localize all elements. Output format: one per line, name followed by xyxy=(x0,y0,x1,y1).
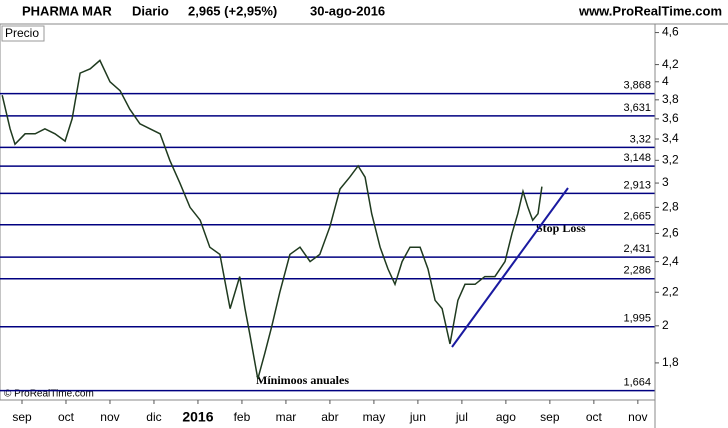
y-tick-label: 3,2 xyxy=(662,153,679,167)
source: www.ProRealTime.com xyxy=(578,3,722,18)
level-label: 2,286 xyxy=(623,265,651,277)
y-tick-label: 2 xyxy=(662,318,669,332)
level-label: 2,913 xyxy=(623,179,651,191)
level-label: 3,32 xyxy=(630,133,651,145)
level-label: 3,148 xyxy=(623,152,651,164)
level-label: 1,995 xyxy=(623,313,651,325)
y-tick-label: 3,6 xyxy=(662,111,679,125)
x-tick-label: jul xyxy=(455,410,468,424)
x-tick-label: abr xyxy=(321,410,338,424)
y-tick-label: 1,8 xyxy=(662,355,679,369)
chart-title: PHARMA MAR xyxy=(22,3,112,18)
price-line xyxy=(1,59,543,380)
copyright: © ProRealTime.com xyxy=(4,389,94,400)
x-tick-label: nov xyxy=(628,410,647,424)
y-tick-label: 2,6 xyxy=(662,226,679,240)
annotation: Mínimoos anuales xyxy=(256,373,349,387)
level-label: 2,431 xyxy=(623,243,651,255)
y-tick-label: 3,8 xyxy=(662,92,679,106)
level-label: 2,665 xyxy=(623,211,651,223)
period: Diario xyxy=(132,3,169,18)
y-tick-label: 3,4 xyxy=(662,131,679,145)
level-label: 3,868 xyxy=(623,79,651,91)
y-tick-label: 4 xyxy=(662,74,669,88)
level-label: 3,631 xyxy=(623,102,651,114)
x-tick-label: oct xyxy=(58,410,75,424)
x-tick-label: jun xyxy=(409,410,426,424)
x-tick-label: mar xyxy=(276,410,297,424)
y-tick-label: 2,2 xyxy=(662,284,679,298)
x-tick-label: sep xyxy=(12,410,32,424)
x-tick-label: ago xyxy=(496,410,516,424)
x-tick-label: feb xyxy=(234,410,251,424)
y-tick-label: 4,2 xyxy=(662,57,679,71)
x-tick-label: may xyxy=(363,410,386,424)
last-price: 2,965 (+2,95%) xyxy=(188,3,277,18)
panel-label-box xyxy=(1,25,45,42)
trend-line xyxy=(451,187,569,348)
panel-label: Precio xyxy=(5,26,39,40)
y-tick-label: 2,4 xyxy=(662,254,679,268)
date: 30-ago-2016 xyxy=(310,3,385,18)
level-label: 1,664 xyxy=(623,376,651,388)
x-tick-label: dic xyxy=(146,410,161,424)
y-tick-label: 4,6 xyxy=(662,25,679,39)
y-tick-label: 2,8 xyxy=(662,200,679,214)
x-tick-label: 2016 xyxy=(182,409,213,425)
x-tick-label: sep xyxy=(540,410,560,424)
y-tick-label: 3 xyxy=(662,175,669,189)
x-tick-label: nov xyxy=(100,410,119,424)
x-tick-label: oct xyxy=(586,410,603,424)
